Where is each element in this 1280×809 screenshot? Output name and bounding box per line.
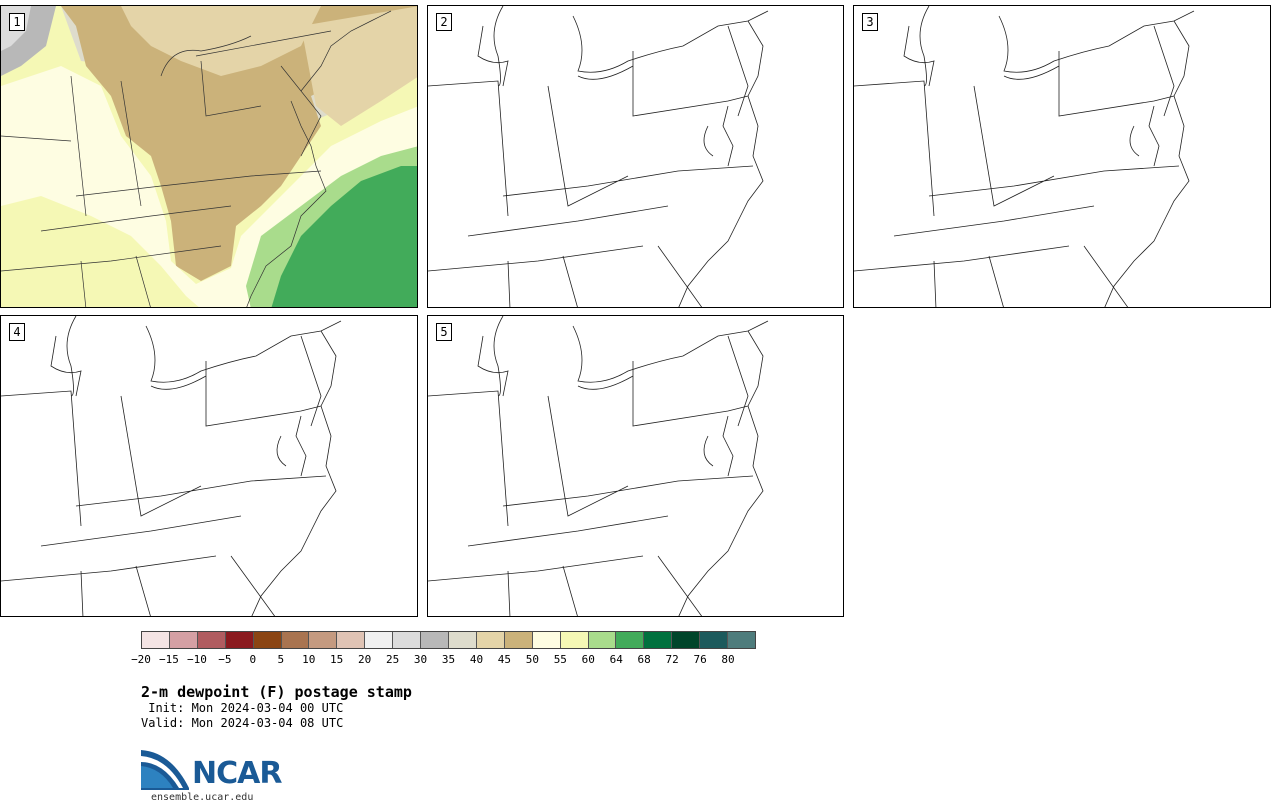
colorbar-tick-label: 68 [637,653,651,666]
colorbar-swatch [448,632,477,648]
colorbar-swatch [728,632,755,648]
ncar-logo-icon [141,750,189,790]
colorbar-swatch [421,632,449,648]
colorbar-swatch [253,632,282,648]
panel-number: 3 [862,13,878,31]
colorbar-swatch [197,632,226,648]
colorbar-swatch [309,632,338,648]
state-outline-map [854,6,1195,307]
colorbar-tick-label: −20 [131,653,151,666]
colorbar-swatch [337,632,366,648]
colorbar-swatch [142,632,170,648]
init-time: Init: Mon 2024-03-04 00 UTC [141,701,344,715]
map-panel-2: 2 [427,5,844,308]
colorbar-tick-label: 35 [441,653,456,666]
colorbar-tick-label: −15 [159,653,179,666]
colorbar-swatch [281,632,310,648]
panel-number: 4 [9,323,25,341]
map-panel-4: 4 [0,315,418,617]
map-panel-3: 3 [853,5,1271,308]
colorbar-swatch [476,632,505,648]
colorbar-swatch [672,632,701,648]
colorbar-tick-label: 0 [249,653,257,666]
state-outline-map [1,316,342,616]
colorbar-tick-label: 76 [693,653,707,666]
colorbar-tick-labels: −20 −15 −10 −5 0 5 10 15 20 25 30 35 40 45 50 55 60 64 68 7… [131,653,756,667]
colorbar-tick-label: 15 [330,653,344,666]
map-panel-1: 1 [0,5,418,308]
colorbar-tick-label: 30 [413,653,428,666]
panel-number: 1 [9,13,25,31]
valid-time: Valid: Mon 2024-03-04 08 UTC [141,716,344,730]
site-url: ensemble.ucar.edu [151,792,254,803]
colorbar-swatch [644,632,673,648]
colorbar-swatch [532,632,561,648]
dewpoint-field-map [1,6,417,307]
colorbar-swatch [393,632,422,648]
state-outline-map [428,316,769,616]
colorbar-tick-label: 25 [385,653,400,666]
colorbar-tick-label: 80 [721,653,735,666]
colorbar-swatches [141,631,756,649]
colorbar-swatch [588,632,617,648]
plot-title: 2-m dewpoint (F) postage stamp [141,683,412,701]
state-outline-map [428,6,769,307]
colorbar-tick-label: 55 [553,653,567,666]
logo-wordmark: NCAR [192,756,282,791]
map-panel-5: 5 [427,315,844,617]
colorbar-tick-label: 10 [302,653,316,666]
colorbar-tick-label: 40 [469,653,484,666]
colorbar-tick-label: 50 [525,653,539,666]
colorbar-tick-label: 60 [581,653,595,666]
panel-number: 5 [436,323,452,341]
colorbar-tick-label: 20 [358,653,372,666]
colorbar-tick-label: −5 [218,653,232,666]
colorbar [141,631,756,649]
panel-number: 2 [436,13,452,31]
colorbar-swatch [616,632,645,648]
colorbar-tick-label: 72 [665,653,679,666]
colorbar-tick-label: −10 [186,653,207,666]
colorbar-swatch [560,632,589,648]
colorbar-swatch [365,632,394,648]
colorbar-swatch [225,632,254,648]
colorbar-swatch [700,632,729,648]
colorbar-swatch [504,632,533,648]
colorbar-swatch [169,632,198,648]
colorbar-tick-label: 45 [497,653,512,666]
colorbar-tick-label: 64 [609,653,623,666]
colorbar-tick-label: 5 [277,653,285,666]
